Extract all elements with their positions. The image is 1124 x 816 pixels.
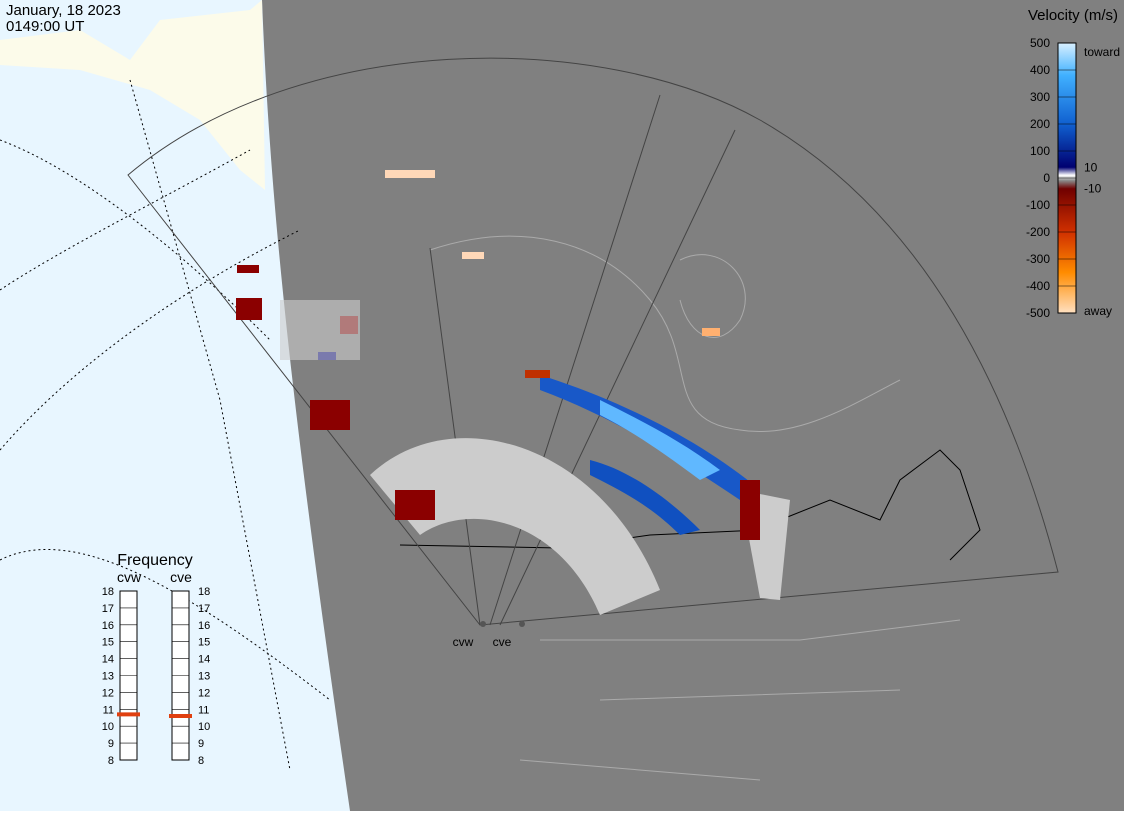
date: January, 18 2023	[6, 2, 121, 19]
frequency-tick-label: 10	[198, 721, 210, 733]
frequency-panel: cvw18171615141312111098cve18171615141312…	[102, 569, 211, 767]
radar-site	[519, 621, 525, 627]
radar-name: cve	[170, 569, 192, 585]
velocity-tick-label: 300	[1030, 90, 1050, 104]
coastlines	[429, 235, 961, 781]
scatter-ground	[236, 170, 790, 615]
velocity-tick-label: 0	[1043, 171, 1050, 185]
frequency-tick-label: 14	[102, 654, 114, 666]
radar-site	[480, 621, 486, 627]
radar-label: cvw	[453, 635, 474, 649]
velocity-tick-label: 200	[1030, 117, 1050, 131]
graticule	[0, 79, 331, 771]
frequency-tick-label: 13	[102, 671, 114, 683]
frequency-tick-label: 16	[198, 620, 210, 632]
velocity-tick-label: 400	[1030, 63, 1050, 77]
scale-title: Velocity (m/s)	[1028, 7, 1118, 24]
time: 0149:00 UT	[6, 18, 84, 35]
radar-fov	[127, 57, 1059, 626]
velocity-tick-label: -300	[1026, 252, 1050, 266]
land	[0, 0, 265, 190]
velocity-tick-label: -100	[1026, 198, 1050, 212]
toward-label: toward	[1084, 45, 1120, 59]
frequency-tick-label: 8	[108, 755, 114, 767]
away-label: away	[1084, 304, 1112, 318]
velocity-inner-tick-label: -10	[1084, 182, 1102, 196]
frequency-tick-label: 9	[108, 738, 114, 750]
frequency-title: Frequency	[117, 552, 193, 569]
frequency-tick-label: 11	[198, 704, 209, 716]
day-side-ocean	[0, 0, 350, 811]
radar-label: cve	[493, 635, 512, 649]
frequency-tick-label: 8	[198, 755, 204, 767]
frequency-tick-label: 16	[102, 620, 114, 632]
frequency-tick-label: 15	[102, 637, 114, 649]
velocity-tick-label: -400	[1026, 279, 1050, 293]
frequency-tick-label: 10	[102, 721, 114, 733]
frequency-tick-label: 13	[198, 671, 210, 683]
radar-sites: cvw cve	[453, 621, 525, 649]
frequency-tick-label: 14	[198, 654, 210, 666]
velocity-tick-label: -200	[1026, 225, 1050, 239]
border	[779, 449, 981, 561]
velocity-tick-label: 100	[1030, 144, 1050, 158]
frequency-tick-label: 12	[102, 687, 114, 699]
frequency-tick-label: 18	[198, 586, 210, 598]
frequency-tick-label: 17	[198, 603, 210, 615]
frequency-tick-label: 11	[103, 704, 114, 716]
velocity-tick-label: 500	[1030, 36, 1050, 50]
frequency-tick-label: 17	[102, 603, 114, 615]
radar-name: cvw	[117, 569, 142, 585]
frequency-tick-label: 18	[102, 586, 114, 598]
velocity-tick-label: -500	[1026, 306, 1050, 320]
frequency-tick-label: 15	[198, 637, 210, 649]
frequency-tick-label: 9	[198, 738, 204, 750]
velocity-inner-tick-label: 10	[1084, 160, 1098, 174]
frequency-tick-label: 12	[198, 687, 210, 699]
velocity-ticks: 500 400 300 200 100 0 -100 -200 -300 -400 -500 10 -1…	[1026, 36, 1102, 320]
